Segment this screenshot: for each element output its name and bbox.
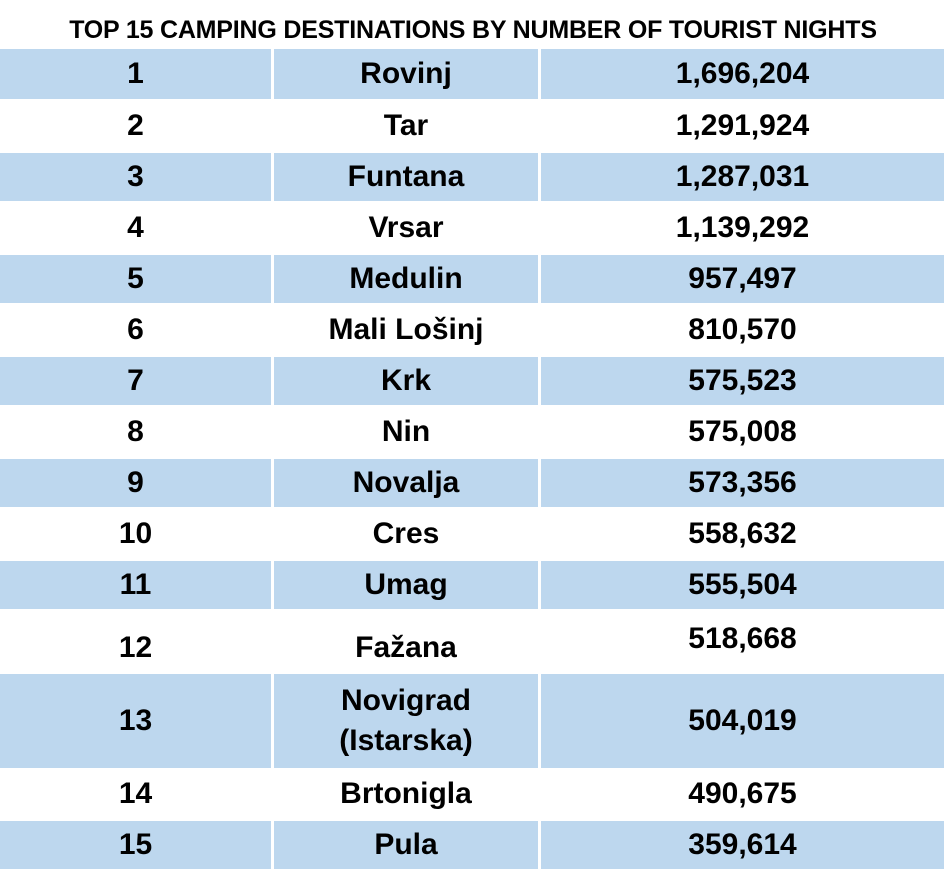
nights-cell: 573,356 bbox=[539, 457, 944, 510]
destination-cell: Umag bbox=[272, 559, 541, 612]
rank-cell: 11 bbox=[0, 559, 274, 612]
rank-cell: 4 bbox=[0, 202, 274, 255]
rank-cell: 13 bbox=[0, 672, 274, 771]
nights-cell: 1,696,204 bbox=[539, 49, 944, 102]
table-row: 14 Brtonigla 490,675 bbox=[0, 769, 944, 821]
nights-cell: 1,287,031 bbox=[539, 151, 944, 204]
destination-cell: Funtana bbox=[272, 151, 541, 204]
table-row: 8 Nin 575,008 bbox=[0, 406, 944, 459]
nights-cell: 555,504 bbox=[539, 559, 944, 612]
rank-cell: 12 bbox=[0, 610, 274, 674]
rank-cell: 3 bbox=[0, 151, 274, 204]
destination-cell: Novalja bbox=[272, 457, 541, 510]
destination-cell: Krk bbox=[272, 355, 541, 408]
nights-cell: 957,497 bbox=[539, 253, 944, 306]
table-row: 7 Krk 575,523 bbox=[0, 355, 944, 408]
destination-cell: Fažana bbox=[272, 610, 541, 674]
destination-cell: Nin bbox=[272, 406, 541, 459]
nights-cell: 810,570 bbox=[539, 304, 944, 357]
nights-cell: 518,668 bbox=[539, 610, 944, 674]
rank-cell: 8 bbox=[0, 406, 274, 459]
rank-cell: 2 bbox=[0, 100, 274, 153]
destination-cell: Pula bbox=[272, 819, 541, 872]
destinations-table: 1 Rovinj 1,696,204 2 Tar 1,291,924 3 Fun… bbox=[0, 49, 944, 872]
nights-cell: 558,632 bbox=[539, 508, 944, 561]
table-row: 3 Funtana 1,287,031 bbox=[0, 151, 944, 204]
rank-cell: 15 bbox=[0, 819, 274, 872]
table-body: 1 Rovinj 1,696,204 2 Tar 1,291,924 3 Fun… bbox=[0, 49, 944, 872]
table-row: 11 Umag 555,504 bbox=[0, 559, 944, 612]
table-row: 6 Mali Lošinj 810,570 bbox=[0, 304, 944, 357]
destination-cell: Mali Lošinj bbox=[272, 304, 541, 357]
table-row: 15 Pula 359,614 bbox=[0, 819, 944, 872]
rank-cell: 10 bbox=[0, 508, 274, 561]
nights-cell: 1,139,292 bbox=[539, 202, 944, 255]
table-row: 12 Fažana 518,668 bbox=[0, 610, 944, 674]
nights-cell: 359,614 bbox=[539, 819, 944, 872]
destination-cell: Medulin bbox=[272, 253, 541, 306]
nights-cell: 490,675 bbox=[539, 769, 944, 821]
rank-cell: 14 bbox=[0, 769, 274, 821]
table-row: 9 Novalja 573,356 bbox=[0, 457, 944, 510]
rank-cell: 5 bbox=[0, 253, 274, 306]
nights-cell: 575,008 bbox=[539, 406, 944, 459]
rank-cell: 1 bbox=[0, 49, 274, 102]
table-row: 5 Medulin 957,497 bbox=[0, 253, 944, 306]
destination-cell: Rovinj bbox=[272, 49, 541, 102]
table-row: 10 Cres 558,632 bbox=[0, 508, 944, 561]
rank-cell: 7 bbox=[0, 355, 274, 408]
table-row: 4 Vrsar 1,139,292 bbox=[0, 202, 944, 255]
destination-cell: Brtonigla bbox=[272, 769, 541, 821]
table-row: 13 Novigrad (Istarska) 504,019 bbox=[0, 672, 944, 771]
table-row: 1 Rovinj 1,696,204 bbox=[0, 49, 944, 102]
rank-cell: 6 bbox=[0, 304, 274, 357]
rank-cell: 9 bbox=[0, 457, 274, 510]
table-title: TOP 15 CAMPING DESTINATIONS BY NUMBER OF… bbox=[69, 16, 877, 44]
nights-cell: 1,291,924 bbox=[539, 100, 944, 153]
destination-cell: Vrsar bbox=[272, 202, 541, 255]
destination-cell: Novigrad (Istarska) bbox=[272, 672, 541, 771]
destination-cell: Cres bbox=[272, 508, 541, 561]
nights-cell: 504,019 bbox=[539, 672, 944, 771]
nights-cell: 575,523 bbox=[539, 355, 944, 408]
destination-cell: Tar bbox=[272, 100, 541, 153]
table-row: 2 Tar 1,291,924 bbox=[0, 100, 944, 153]
